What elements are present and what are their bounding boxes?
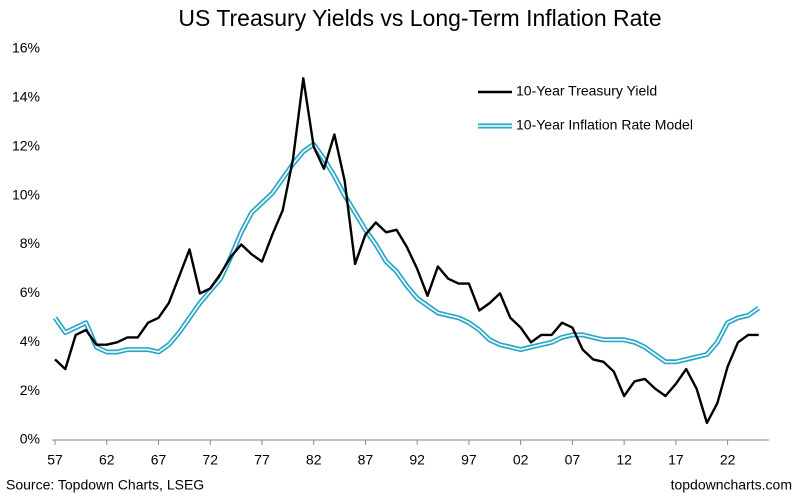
series-line (54, 77, 759, 425)
x-tick-label: 62 (99, 452, 115, 468)
y-tick-label: 6% (20, 284, 40, 300)
x-tick-label: 02 (513, 452, 529, 468)
x-tick-label: 77 (254, 452, 270, 468)
chart-title: US Treasury Yields vs Long-Term Inflatio… (178, 5, 661, 31)
x-tick-label: 82 (306, 452, 322, 468)
legend-label: 10-Year Treasury Yield (516, 83, 657, 99)
x-tick-label: 07 (565, 452, 581, 468)
y-tick-label: 8% (20, 235, 40, 251)
x-tick-label: 17 (668, 452, 684, 468)
watermark: topdowncharts.com (671, 477, 792, 493)
y-tick-label: 4% (20, 333, 40, 349)
y-tick-label: 14% (12, 89, 40, 105)
x-tick-label: 57 (47, 452, 63, 468)
x-tick-label: 87 (358, 452, 374, 468)
x-tick-label: 92 (409, 452, 425, 468)
x-tick-label: 97 (461, 452, 477, 468)
series-line-inner (54, 143, 760, 363)
series-line (52, 141, 761, 365)
x-tick-label: 22 (720, 452, 736, 468)
y-tick-label: 10% (12, 186, 40, 202)
x-tick-label: 12 (616, 452, 632, 468)
source-note: Source: Topdown Charts, LSEG (6, 477, 204, 493)
y-tick-label: 12% (12, 137, 40, 153)
x-tick-label: 72 (202, 452, 218, 468)
x-tick-label: 67 (151, 452, 167, 468)
y-tick-label: 2% (20, 382, 40, 398)
y-tick-label: 0% (20, 431, 40, 447)
legend-label: 10-Year Inflation Rate Model (516, 117, 693, 133)
y-tick-label: 16% (12, 40, 40, 56)
